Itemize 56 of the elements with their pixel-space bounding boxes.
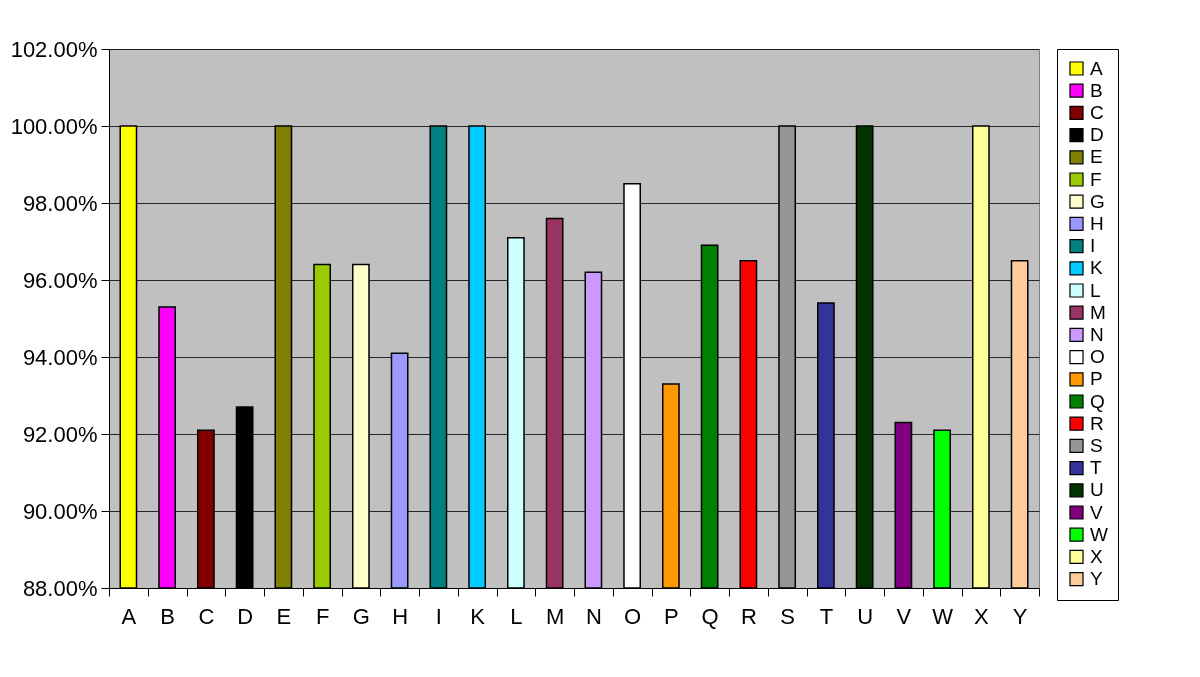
- legend-label: I: [1090, 235, 1096, 257]
- x-tick-label: A: [121, 603, 137, 629]
- legend-label: V: [1090, 501, 1103, 523]
- legend-label: X: [1090, 545, 1103, 567]
- y-tick-label: 100.00%: [10, 113, 98, 139]
- x-tick-label: K: [470, 603, 486, 629]
- legend-label: T: [1090, 457, 1102, 479]
- legend-label: F: [1090, 168, 1102, 190]
- y-tick-label: 98.00%: [22, 190, 98, 216]
- legend-label: W: [1090, 523, 1108, 545]
- y-tick-label: 88.00%: [22, 575, 98, 601]
- y-tick-label: 102.00%: [10, 36, 98, 62]
- y-tick-label: 96.00%: [22, 267, 98, 293]
- x-tick-label: O: [624, 603, 642, 629]
- x-tick-label: E: [276, 603, 292, 629]
- x-tick-label: C: [198, 603, 215, 629]
- legend-label: Y: [1090, 568, 1103, 590]
- x-tick-label: Y: [1012, 603, 1028, 629]
- x-tick-label: N: [585, 603, 602, 629]
- legend-label: N: [1090, 323, 1104, 345]
- x-tick-label: X: [974, 603, 990, 629]
- x-tick-label: V: [896, 603, 912, 629]
- legend-label: M: [1090, 301, 1106, 323]
- legend-label: G: [1090, 190, 1105, 212]
- x-tick-label: B: [160, 603, 175, 629]
- legend-label: E: [1090, 146, 1103, 168]
- y-tick-label: 90.00%: [22, 498, 98, 524]
- x-tick-label: P: [664, 603, 679, 629]
- legend-label: A: [1090, 57, 1103, 79]
- legend-label: O: [1090, 346, 1105, 368]
- legend-label: P: [1090, 368, 1103, 390]
- legend-label: D: [1090, 124, 1104, 146]
- y-tick-label: 94.00%: [22, 344, 98, 370]
- x-tick-label: R: [740, 603, 757, 629]
- legend-label: L: [1090, 279, 1101, 301]
- legend-label: H: [1090, 212, 1104, 234]
- y-tick-label: 92.00%: [22, 421, 98, 447]
- x-tick-label: L: [510, 603, 523, 629]
- x-tick-label: I: [435, 603, 442, 629]
- x-tick-label: G: [352, 603, 370, 629]
- legend-label: U: [1090, 479, 1104, 501]
- x-tick-label: T: [819, 603, 834, 629]
- x-tick-label: M: [545, 603, 565, 629]
- x-tick-label: Q: [701, 603, 719, 629]
- legend-label: Q: [1090, 390, 1105, 412]
- x-tick-label: H: [392, 603, 409, 629]
- legend-label: R: [1090, 412, 1104, 434]
- legend-label: B: [1090, 79, 1103, 101]
- legend-label: K: [1090, 257, 1103, 279]
- x-tick-label: U: [857, 603, 874, 629]
- legend-label: S: [1090, 434, 1103, 456]
- x-tick-label: W: [932, 603, 954, 629]
- x-tick-label: D: [237, 603, 254, 629]
- x-tick-label: S: [780, 603, 795, 629]
- legend-label: C: [1090, 101, 1104, 123]
- x-tick-label: F: [315, 603, 330, 629]
